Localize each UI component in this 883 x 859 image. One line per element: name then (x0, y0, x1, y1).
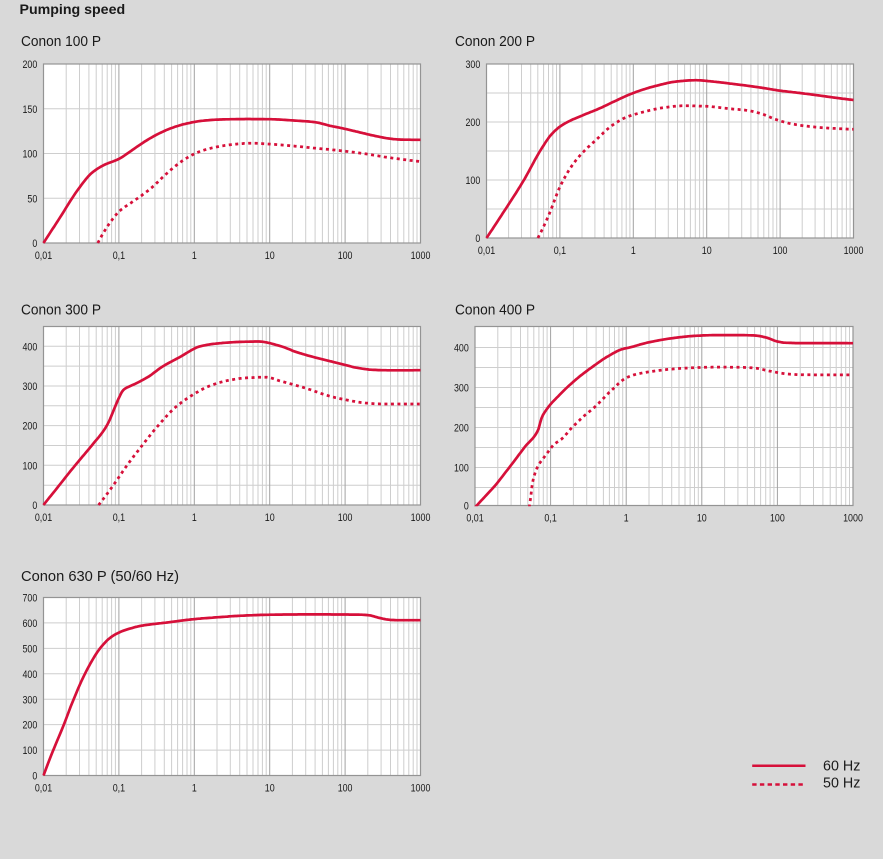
svg-text:Conon 200 P: Conon 200 P (455, 33, 535, 50)
svg-text:0,01: 0,01 (35, 512, 52, 524)
svg-text:10: 10 (697, 512, 707, 524)
svg-text:100: 100 (466, 175, 481, 187)
svg-text:Conon 300 P: Conon 300 P (21, 301, 101, 318)
svg-text:300: 300 (23, 694, 38, 706)
svg-text:10: 10 (702, 245, 712, 257)
svg-text:700: 700 (23, 593, 38, 605)
svg-text:200: 200 (23, 720, 38, 732)
svg-text:400: 400 (454, 343, 469, 355)
svg-text:10: 10 (265, 512, 275, 524)
svg-text:Conon 630 P (50/60 Hz): Conon 630 P (50/60 Hz) (21, 568, 179, 585)
svg-text:50: 50 (27, 193, 37, 205)
svg-text:0,1: 0,1 (113, 250, 125, 262)
svg-text:600: 600 (23, 618, 38, 630)
svg-text:0,1: 0,1 (554, 245, 566, 257)
svg-text:0,01: 0,01 (35, 250, 52, 262)
svg-text:0,1: 0,1 (113, 512, 125, 524)
svg-text:0,01: 0,01 (35, 782, 52, 794)
svg-text:0: 0 (475, 233, 480, 245)
svg-text:100: 100 (23, 149, 38, 161)
svg-text:100: 100 (338, 250, 353, 262)
svg-text:1000: 1000 (843, 512, 863, 524)
svg-text:100: 100 (770, 512, 785, 524)
svg-text:300: 300 (454, 383, 469, 395)
svg-text:1: 1 (192, 782, 197, 794)
svg-text:1: 1 (631, 245, 636, 257)
svg-text:200: 200 (454, 423, 469, 435)
svg-text:1000: 1000 (411, 250, 431, 262)
svg-text:Pumping speed: Pumping speed (20, 2, 126, 18)
svg-text:0,1: 0,1 (113, 782, 125, 794)
svg-text:200: 200 (23, 421, 38, 433)
svg-text:100: 100 (454, 463, 469, 475)
svg-text:1: 1 (192, 512, 197, 524)
svg-text:0,01: 0,01 (478, 245, 495, 257)
svg-text:Conon 100 P: Conon 100 P (21, 33, 101, 50)
svg-text:500: 500 (23, 644, 38, 656)
svg-text:10: 10 (265, 782, 275, 794)
svg-text:0: 0 (32, 771, 37, 783)
svg-text:200: 200 (23, 59, 38, 71)
svg-text:0,01: 0,01 (466, 512, 483, 524)
svg-text:10: 10 (265, 250, 275, 262)
svg-text:300: 300 (23, 381, 38, 393)
svg-text:1000: 1000 (411, 512, 431, 524)
svg-text:0: 0 (32, 238, 37, 250)
svg-text:0: 0 (32, 500, 37, 512)
svg-text:0: 0 (464, 501, 469, 513)
svg-text:1000: 1000 (411, 782, 431, 794)
svg-text:1000: 1000 (844, 245, 864, 257)
svg-text:150: 150 (23, 104, 38, 116)
svg-text:300: 300 (466, 59, 481, 71)
svg-text:200: 200 (466, 117, 481, 129)
svg-text:0,1: 0,1 (544, 512, 556, 524)
svg-text:100: 100 (23, 460, 38, 472)
svg-text:100: 100 (338, 512, 353, 524)
svg-text:100: 100 (338, 782, 353, 794)
svg-text:1: 1 (624, 512, 629, 524)
svg-text:50 Hz: 50 Hz (823, 776, 860, 792)
svg-text:100: 100 (23, 745, 38, 757)
svg-text:1: 1 (192, 250, 197, 262)
svg-text:60 Hz: 60 Hz (823, 758, 860, 774)
svg-text:400: 400 (23, 669, 38, 681)
svg-text:400: 400 (23, 341, 38, 353)
svg-text:100: 100 (773, 245, 788, 257)
svg-text:Conon 400 P: Conon 400 P (455, 301, 535, 318)
